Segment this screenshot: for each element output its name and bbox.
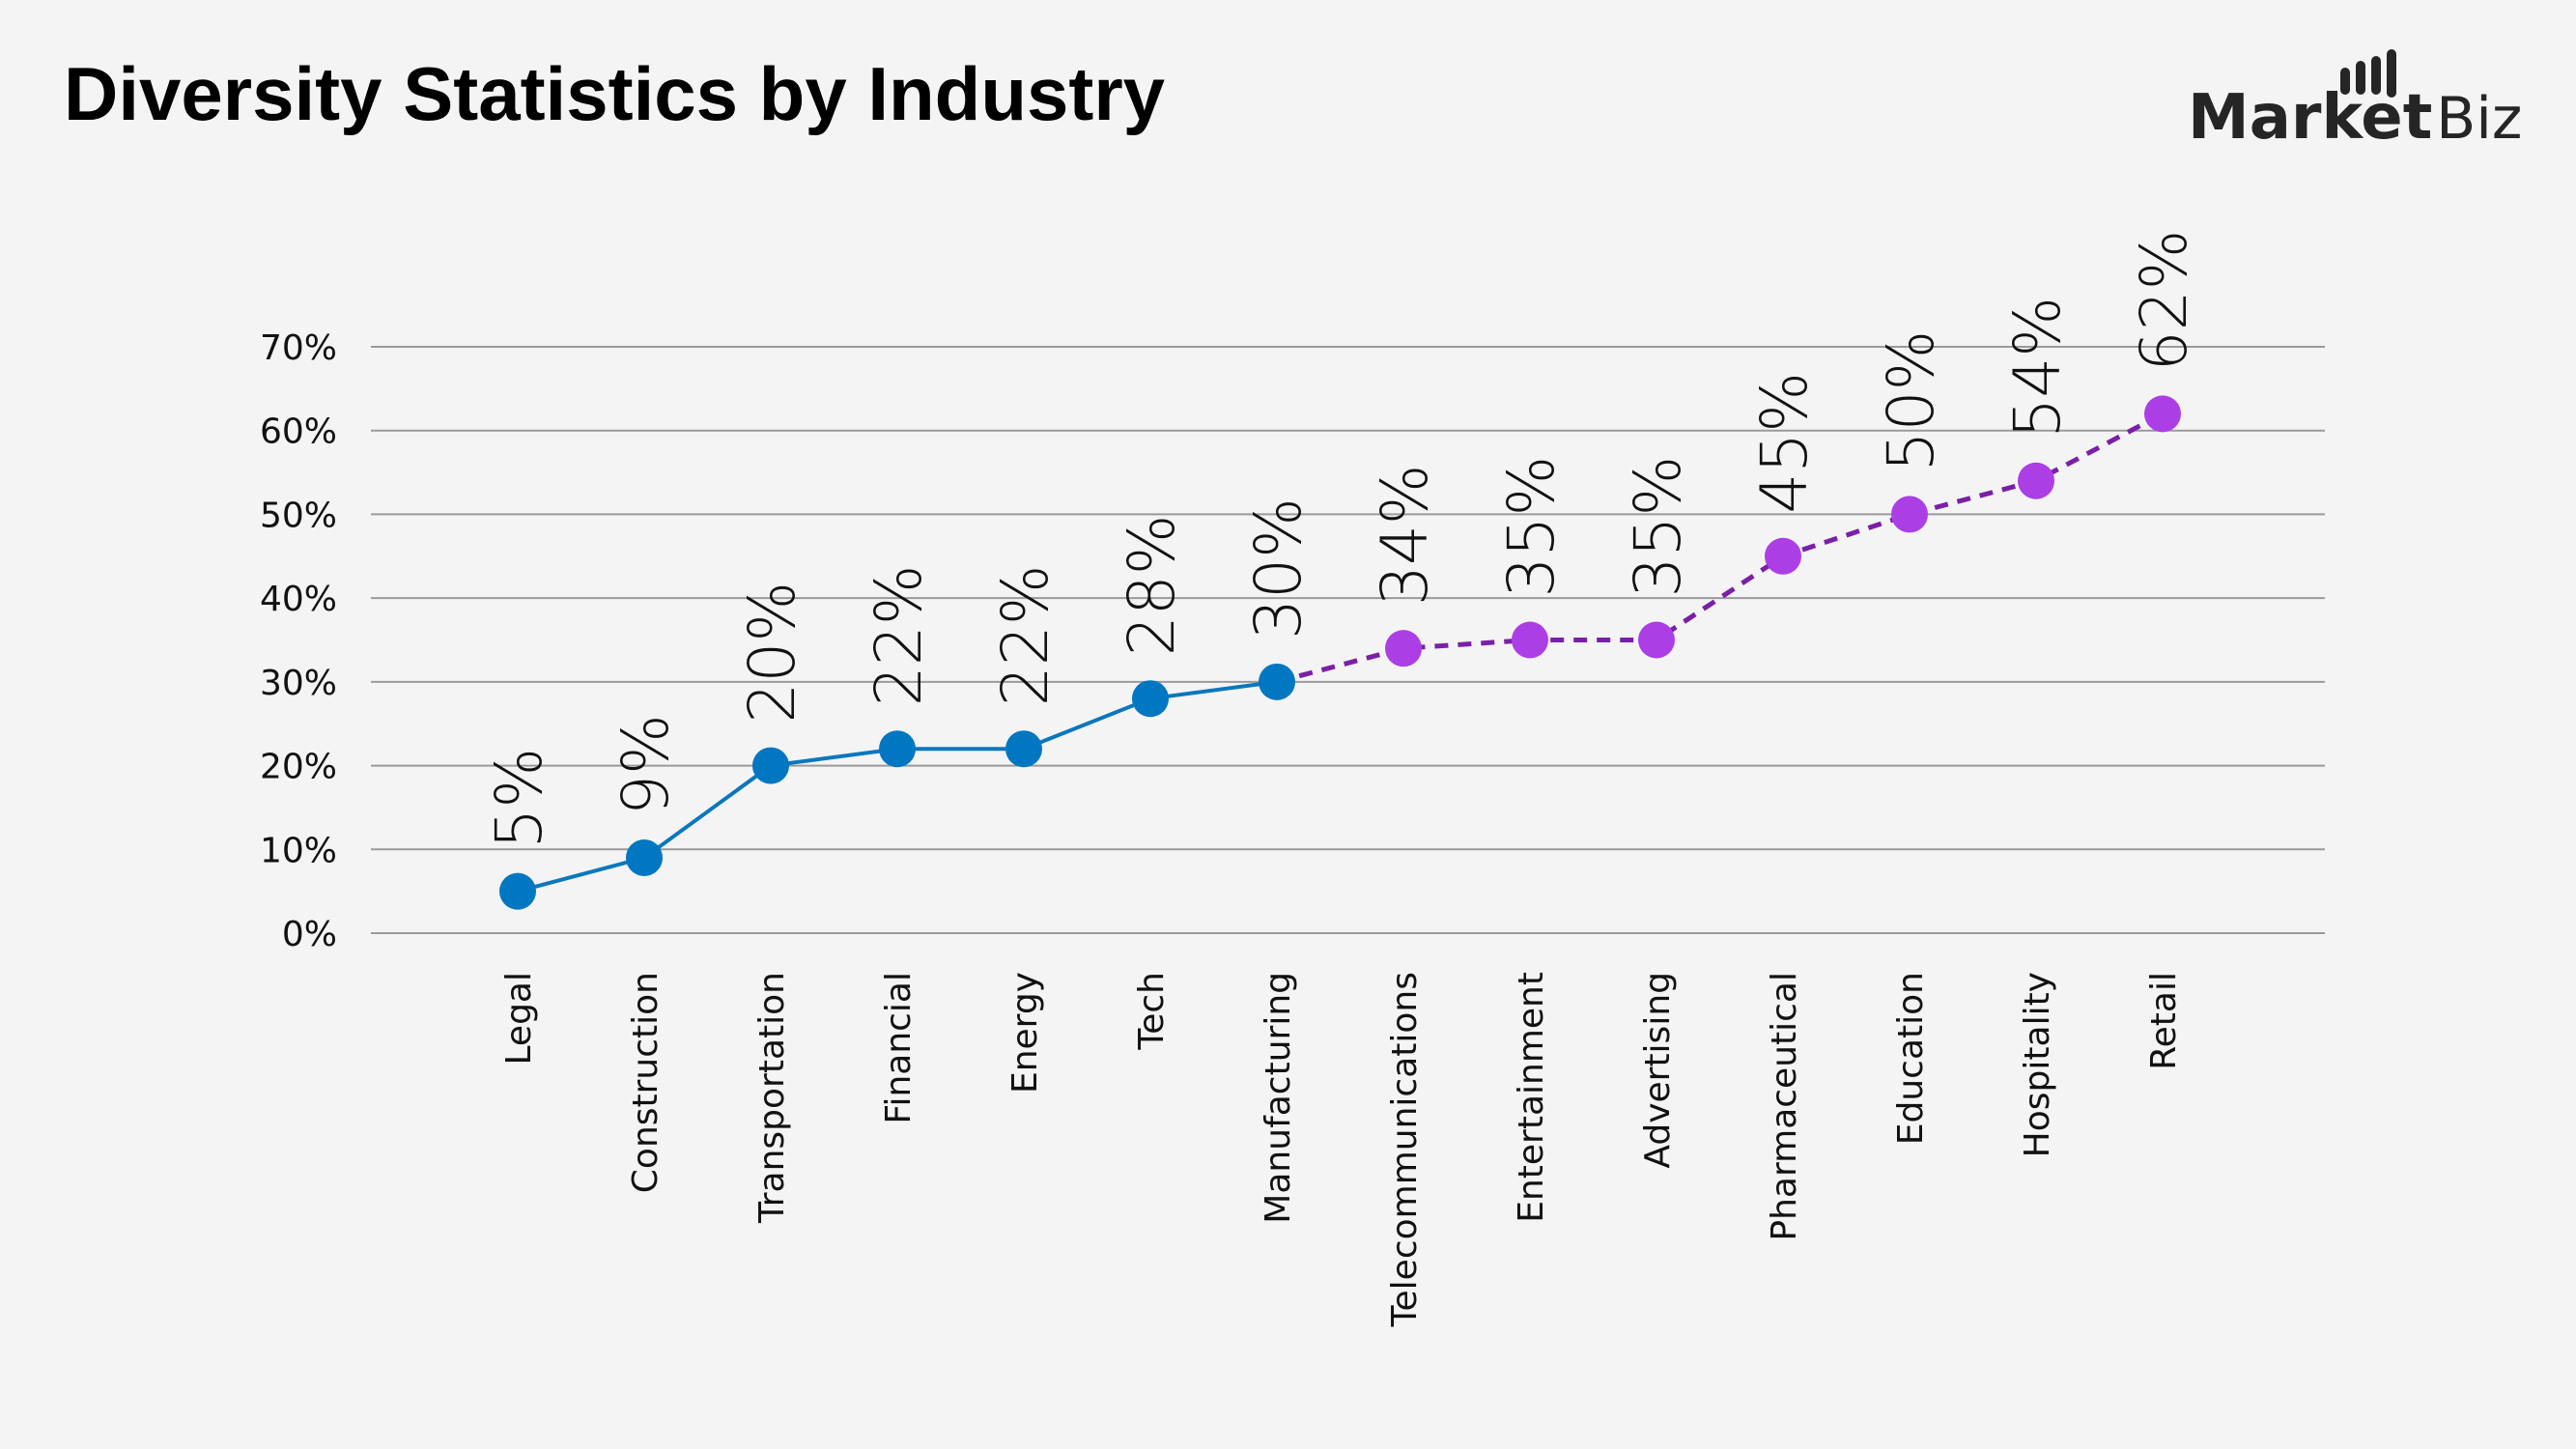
data-label: 45% (1747, 372, 1822, 514)
y-tick-label: 60% (260, 412, 337, 452)
data-label: 50% (1874, 330, 1948, 472)
x-tick-label: Financial (879, 972, 919, 1124)
data-label: 54% (2000, 297, 2075, 439)
y-tick-label: 20% (260, 748, 337, 787)
data-label: 30% (1241, 497, 1316, 639)
logo-text-market: Market (2188, 82, 2432, 143)
data-label: 5% (482, 748, 556, 849)
data-point (1891, 496, 1928, 533)
data-label: 35% (1621, 456, 1695, 598)
y-tick-label: 10% (260, 831, 337, 870)
x-tick-label: Tech (1132, 972, 1172, 1051)
y-tick-label: 50% (260, 496, 337, 535)
data-point (2144, 395, 2181, 433)
data-point (499, 872, 536, 910)
x-tick-label: Advertising (1638, 972, 1678, 1169)
x-tick-label: Legal (499, 972, 539, 1065)
y-tick-label: 0% (282, 915, 337, 954)
data-point (1638, 621, 1675, 659)
x-tick-label: Entertainment (1512, 972, 1551, 1223)
data-point (2018, 462, 2054, 499)
y-tick-label: 30% (260, 664, 337, 703)
x-tick-label: Transportation (752, 972, 792, 1224)
x-tick-label: Retail (2144, 972, 2184, 1070)
y-tick-label: 70% (260, 328, 337, 368)
data-label: 62% (2127, 230, 2201, 372)
data-point (1765, 537, 1801, 575)
data-label: 22% (988, 565, 1062, 707)
bar-chart-icon (2340, 49, 2396, 98)
x-tick-label: Pharmaceutical (1765, 972, 1804, 1241)
data-point (879, 730, 916, 768)
x-tick-label: Manufacturing (1259, 972, 1298, 1224)
data-label: 22% (862, 565, 936, 707)
x-tick-label: Construction (626, 972, 665, 1193)
data-point (1005, 730, 1042, 768)
data-point (1512, 621, 1548, 659)
chart-title: Diversity Statistics by Industry (64, 51, 1166, 136)
x-tick-label: Energy (1005, 972, 1045, 1094)
data-label: 35% (1494, 456, 1569, 598)
data-point (1259, 663, 1295, 700)
logo-text-biz: .Biz (2418, 85, 2522, 143)
data-label: 28% (1115, 514, 1189, 656)
y-tick-label: 40% (260, 580, 337, 619)
marketbiz-logo: Market .Biz (2188, 49, 2522, 143)
data-label: 34% (1368, 464, 1442, 606)
data-point (1385, 630, 1422, 668)
series-line-dashed (1276, 412, 2165, 685)
data-point (752, 747, 789, 784)
data-label: 20% (735, 582, 809, 724)
x-tick-label: Education (1891, 972, 1931, 1145)
data-point (1132, 680, 1169, 718)
data-label: 9% (609, 714, 683, 815)
data-point (626, 838, 663, 876)
x-tick-label: Telecommunications (1385, 972, 1425, 1327)
x-tick-label: Hospitality (2018, 972, 2057, 1157)
